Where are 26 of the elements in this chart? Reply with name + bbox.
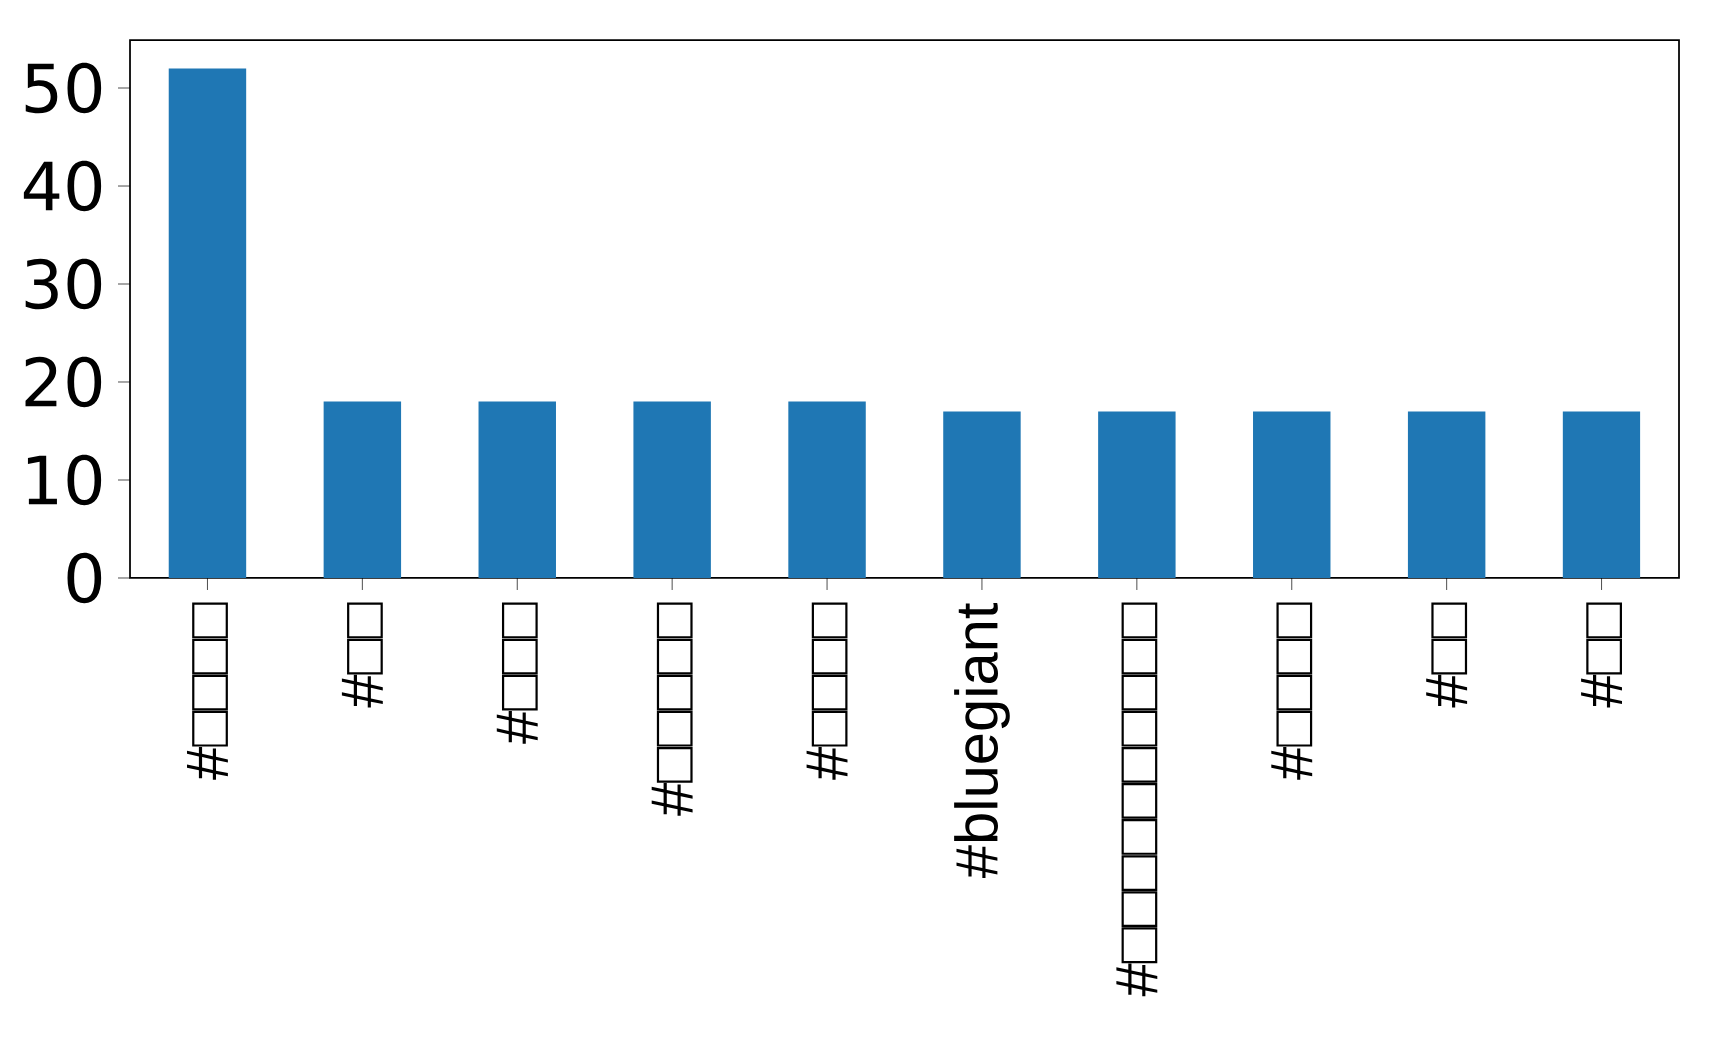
y-tick-label: 50 [25, 62, 102, 114]
x-tick-label: #bluegiant [954, 602, 1010, 878]
bar [1098, 411, 1176, 578]
x-tick-label: #□□□□ [186, 602, 228, 780]
y-tick-label: 30 [25, 258, 102, 310]
bar [478, 401, 556, 578]
bar [323, 401, 402, 578]
x-tick-label: #□□□□□□□□□□ [1116, 602, 1158, 997]
y-tick-label: 40 [23, 160, 102, 212]
x-tick-label: #□□ [1426, 602, 1468, 708]
y-tick-label: 20 [25, 356, 102, 408]
y-tick-label: 0 [67, 552, 102, 604]
bar [788, 401, 866, 578]
x-tick-label: #□□ [341, 602, 383, 708]
bar [1562, 411, 1641, 578]
x-tick-label: #□□□□□ [651, 602, 693, 816]
bar [633, 401, 711, 578]
y-tick-label: 10 [27, 454, 102, 506]
bar [1253, 411, 1331, 578]
x-tick-label: #□□□□ [806, 602, 848, 780]
x-tick-label: #□□□□ [1271, 602, 1313, 780]
bar [1407, 411, 1486, 578]
bar [168, 68, 247, 578]
bar [943, 411, 1021, 578]
x-tick-label: #□□□ [496, 602, 538, 744]
x-tick-label: #□□ [1581, 602, 1622, 708]
